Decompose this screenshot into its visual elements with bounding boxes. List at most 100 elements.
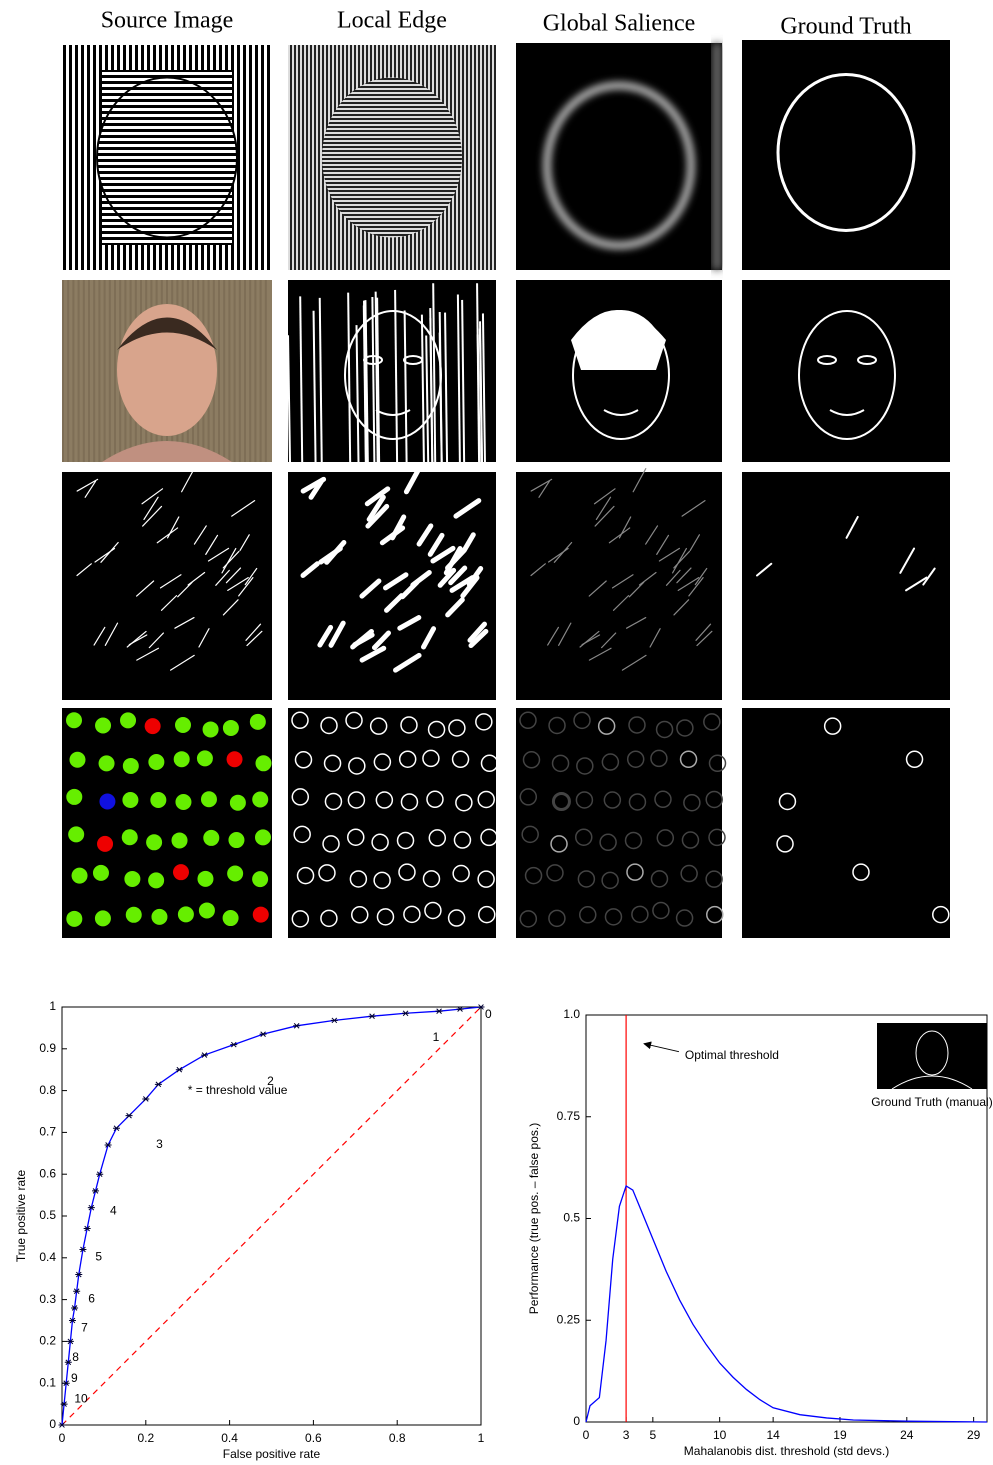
y-tick-label: 0.75 (557, 1109, 581, 1123)
image-dot (68, 826, 84, 842)
column-header: Local Edge (337, 8, 447, 34)
x-tick-label: 24 (900, 1428, 914, 1442)
threshold-label: 3 (156, 1137, 163, 1151)
x-tick-label: 0.8 (389, 1431, 406, 1445)
y-tick-label: 0 (573, 1414, 580, 1428)
image-bg (516, 472, 722, 700)
point-marker (402, 1011, 409, 1016)
y-tick-label: 0.5 (39, 1208, 56, 1222)
line-series (586, 1186, 987, 1422)
image-texture (228, 280, 230, 462)
image-dot (95, 717, 111, 733)
point-marker (293, 1023, 300, 1028)
image-dot (72, 868, 88, 884)
image-dot (151, 909, 167, 925)
point-marker (331, 1018, 338, 1023)
image-dot (172, 832, 188, 848)
image-dot (253, 907, 269, 923)
figure: Source Image Local Edge Global Salience … (0, 0, 993, 1465)
image-dot (227, 751, 243, 767)
x-axis-label: False positive rate (223, 1447, 321, 1461)
image-dot (66, 911, 82, 927)
image-texture (260, 280, 262, 462)
image-texture (78, 280, 80, 462)
image-dot (230, 795, 246, 811)
image-stripes (322, 78, 462, 238)
inset-caption: Ground Truth (manual) (871, 1095, 992, 1109)
threshold-label: 6 (88, 1291, 95, 1305)
point-marker (260, 1032, 267, 1037)
x-tick-label: 0.4 (221, 1431, 238, 1445)
y-tick-label: 0.3 (39, 1292, 56, 1306)
x-tick-label: 5 (649, 1428, 656, 1442)
image-bg (288, 708, 496, 938)
threshold-label: 8 (72, 1350, 79, 1364)
y-tick-label: 1 (49, 999, 56, 1013)
image-texture (223, 280, 225, 462)
image-dot (122, 829, 138, 845)
image-dot (174, 751, 190, 767)
image-dot (122, 792, 138, 808)
x-tick-label: 10 (713, 1428, 727, 1442)
image-bg (742, 280, 950, 462)
image-dot (126, 907, 142, 923)
y-tick-label: 0.1 (39, 1375, 56, 1389)
image-edge (712, 43, 722, 270)
annotation-arrow (644, 1044, 679, 1052)
image-dot (223, 910, 239, 926)
y-axis-label: Performance (true pos. – false pos.) (527, 1123, 541, 1314)
image-dot (203, 830, 219, 846)
y-tick-label: 1.0 (563, 1007, 580, 1021)
image-dot (69, 752, 85, 768)
image-dot (145, 718, 161, 734)
annotation: Optimal threshold (685, 1048, 779, 1062)
image-stripes (97, 78, 237, 238)
threshold-label: 10 (74, 1392, 88, 1406)
point-marker (436, 1009, 443, 1014)
image-dot (148, 872, 164, 888)
image-dot (175, 717, 191, 733)
image-texture (254, 280, 256, 462)
image-dot (227, 866, 243, 882)
image-texture (114, 280, 116, 462)
x-tick-label: 3 (623, 1428, 630, 1442)
image-texture (62, 280, 64, 462)
image-dot (255, 829, 271, 845)
image-texture (244, 280, 246, 462)
point-marker (369, 1014, 376, 1019)
image-texture (67, 280, 69, 462)
image-dot (228, 832, 244, 848)
image-bg (516, 708, 722, 938)
threshold-label: 1 (433, 1030, 440, 1044)
image-texture (72, 280, 74, 462)
image-texture (98, 280, 100, 462)
threshold-label: 5 (95, 1250, 102, 1264)
image-bg (62, 472, 272, 700)
image-dot (197, 750, 213, 766)
image-dot (66, 789, 82, 805)
x-tick-label: 19 (833, 1428, 847, 1442)
image-dot (252, 791, 268, 807)
image-dot (99, 793, 115, 809)
image-dot (123, 758, 139, 774)
column-header: Global Salience (543, 11, 696, 37)
point-marker (230, 1042, 237, 1047)
threshold-label: 4 (110, 1204, 117, 1218)
y-tick-label: 0.5 (563, 1211, 580, 1225)
image-dot (223, 720, 239, 736)
image-texture (218, 280, 220, 462)
image-dot (66, 712, 82, 728)
image-dot (120, 712, 136, 728)
y-tick-label: 0.8 (39, 1083, 56, 1097)
x-tick-label: 0.2 (137, 1431, 154, 1445)
y-tick-label: 0.6 (39, 1166, 56, 1180)
image-texture (109, 280, 111, 462)
y-tick-label: 0 (49, 1417, 56, 1431)
image-bg (742, 472, 950, 700)
image-dot (97, 836, 113, 852)
image-dot (173, 864, 189, 880)
page: Figure body { margin: 0; background: #ff… (0, 0, 993, 1465)
threshold-label: 0 (485, 1007, 492, 1021)
x-tick-label: 0 (583, 1428, 590, 1442)
image-texture (265, 280, 267, 462)
